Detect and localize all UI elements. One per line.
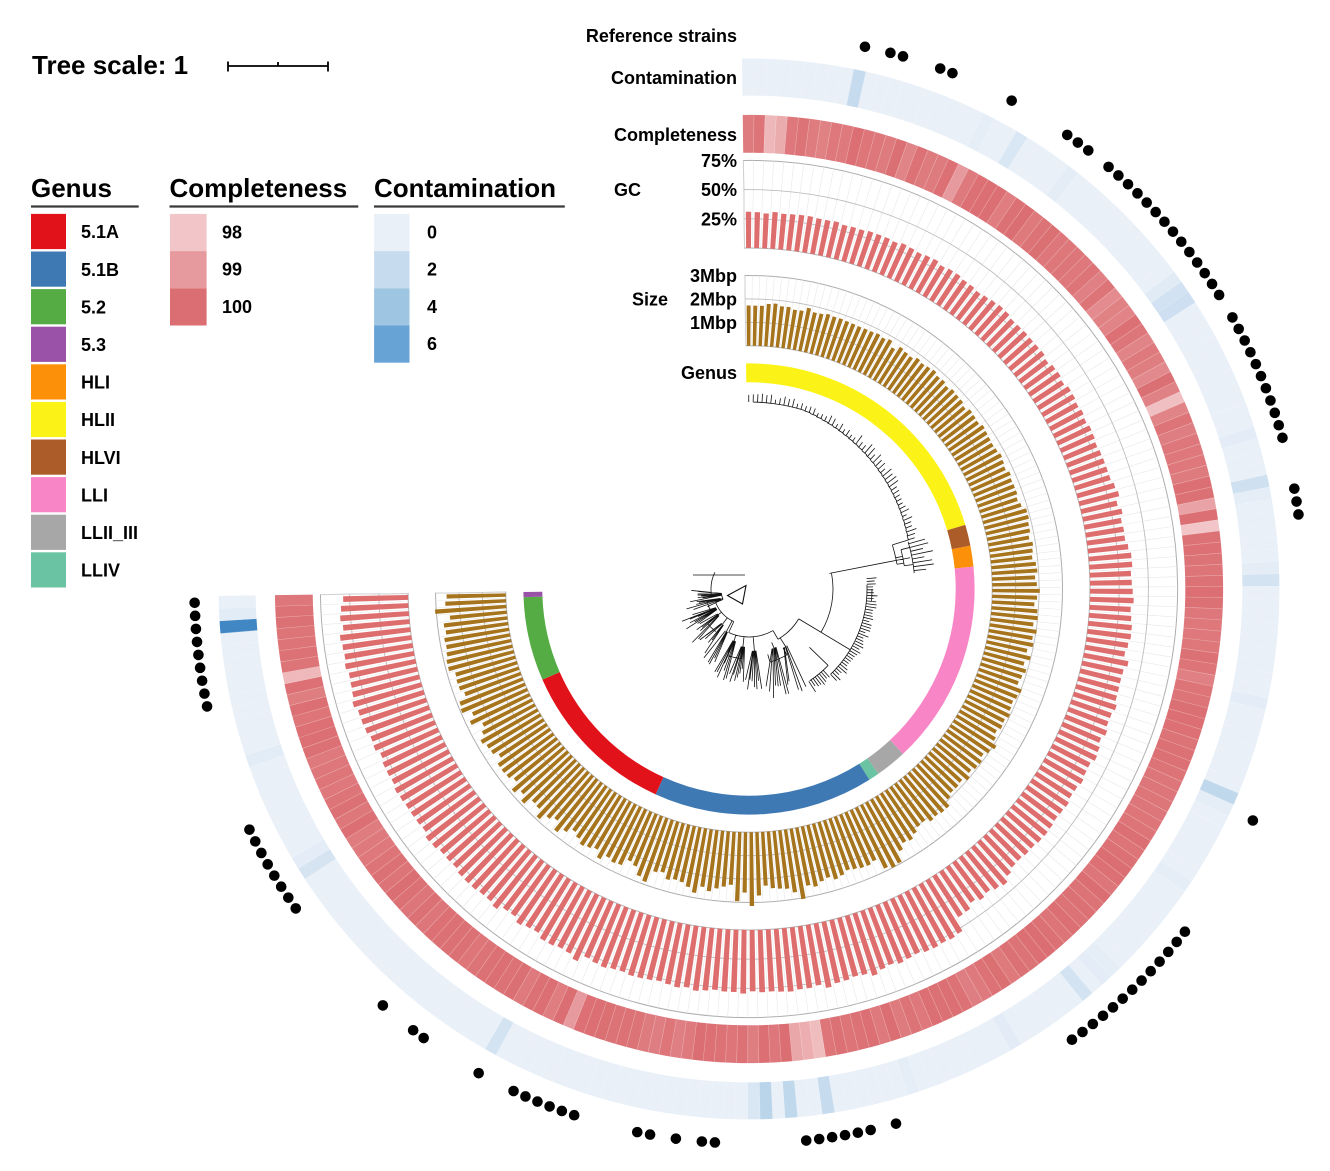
svg-text:Reference strains: Reference strains (586, 26, 737, 46)
svg-text:5.3: 5.3 (81, 335, 106, 355)
svg-text:LLI: LLI (81, 485, 108, 505)
svg-text:98: 98 (222, 222, 242, 242)
svg-text:3Mbp: 3Mbp (690, 266, 737, 286)
svg-text:99: 99 (222, 260, 242, 280)
svg-text:1Mbp: 1Mbp (690, 313, 737, 333)
svg-text:HLVI: HLVI (81, 448, 121, 468)
svg-text:Genus: Genus (31, 173, 112, 203)
svg-text:HLII: HLII (81, 410, 115, 430)
svg-text:GC: GC (614, 180, 641, 200)
svg-text:6: 6 (427, 334, 437, 354)
svg-text:5.1B: 5.1B (81, 260, 119, 280)
svg-text:LLII_III: LLII_III (81, 523, 138, 543)
svg-text:50%: 50% (701, 180, 737, 200)
svg-text:HLI: HLI (81, 373, 110, 393)
svg-text:LLIV: LLIV (81, 561, 120, 581)
svg-text:Genus: Genus (681, 363, 737, 383)
svg-text:Size: Size (632, 290, 668, 310)
svg-text:Completeness: Completeness (614, 125, 737, 145)
svg-text:4: 4 (427, 297, 437, 317)
svg-text:25%: 25% (701, 210, 737, 230)
svg-text:2: 2 (427, 260, 437, 280)
svg-text:Contamination: Contamination (374, 173, 556, 203)
svg-text:75%: 75% (701, 151, 737, 171)
svg-text:100: 100 (222, 297, 252, 317)
svg-text:Contamination: Contamination (611, 68, 737, 88)
svg-text:5.2: 5.2 (81, 297, 106, 317)
svg-text:Tree scale: 1: Tree scale: 1 (32, 50, 188, 80)
svg-text:Completeness: Completeness (170, 173, 348, 203)
svg-text:5.1A: 5.1A (81, 222, 119, 242)
svg-text:0: 0 (427, 222, 437, 242)
svg-text:2Mbp: 2Mbp (690, 290, 737, 310)
